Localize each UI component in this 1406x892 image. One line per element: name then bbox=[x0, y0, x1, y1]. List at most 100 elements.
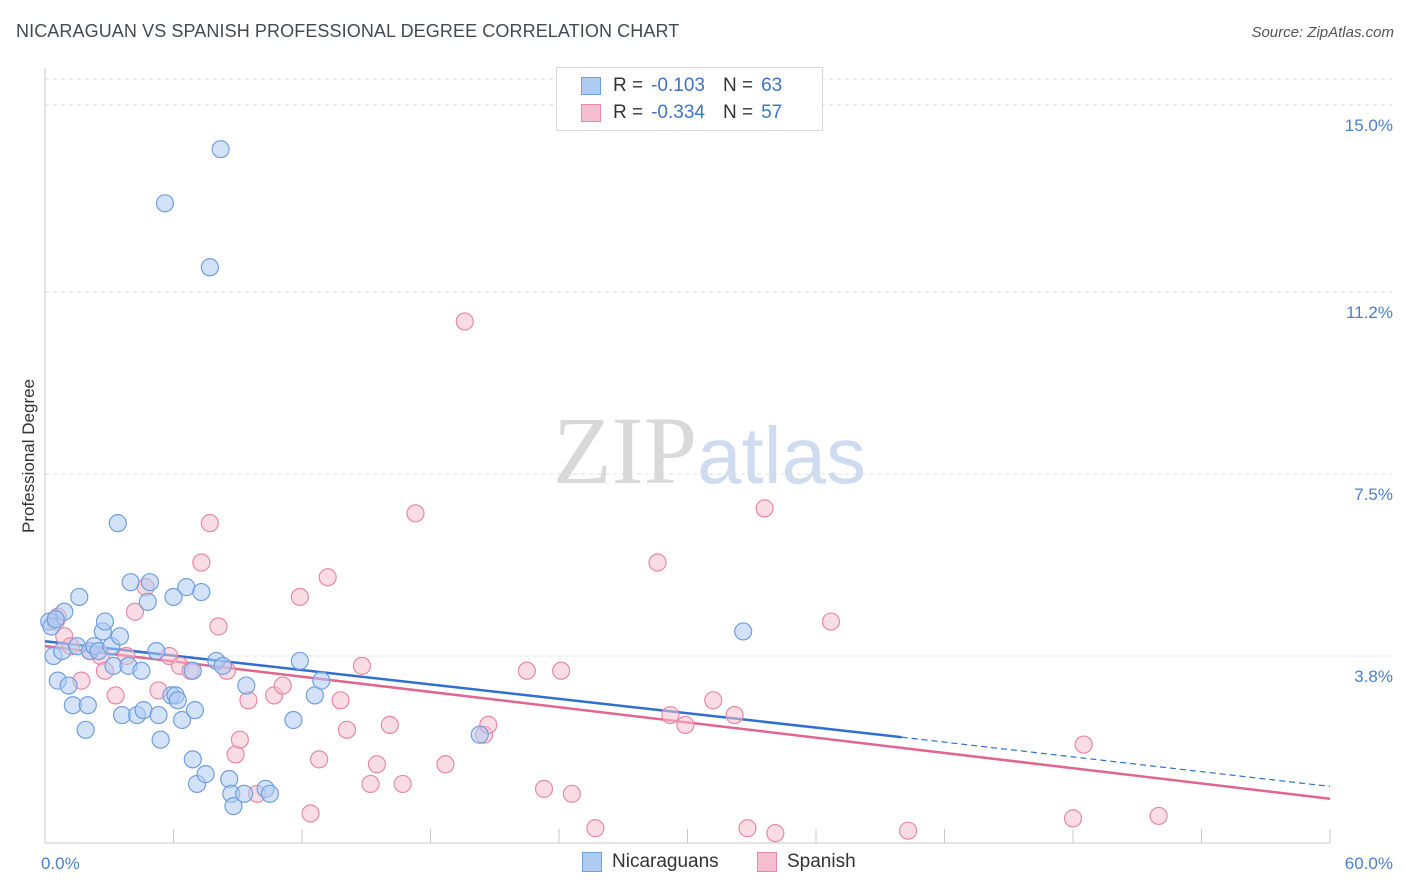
nicaraguan-point bbox=[290, 651, 309, 671]
gridlines bbox=[45, 78, 1392, 657]
chart-title: NICARAGUAN VS SPANISH PROFESSIONAL DEGRE… bbox=[16, 21, 680, 41]
y-tick-label: 7.5% bbox=[1354, 485, 1393, 504]
source-label: Source: ZipAtlas.com bbox=[1251, 24, 1394, 41]
spanish-point bbox=[310, 750, 329, 769]
nicaraguan-point bbox=[235, 784, 254, 803]
bottom-legend-spanish: Spanish bbox=[757, 851, 856, 873]
nicaraguan-point bbox=[183, 750, 202, 769]
nicaraguan-point bbox=[149, 705, 168, 725]
nicaraguan-point bbox=[284, 710, 303, 730]
spanish-point bbox=[676, 715, 695, 735]
bottom-legend-swatch-spanish bbox=[757, 852, 777, 872]
legend-n-label: N = bbox=[722, 75, 754, 96]
spanish-point bbox=[1063, 809, 1083, 828]
nicaraguan-point bbox=[224, 796, 243, 816]
legend-n-value-spanish: 57 bbox=[761, 102, 783, 123]
nicaraguan-point bbox=[134, 701, 153, 720]
spanish-point bbox=[290, 587, 309, 607]
legend-swatch-spanish bbox=[581, 104, 601, 122]
nicaraguan-point bbox=[151, 730, 170, 749]
spanish-point bbox=[661, 705, 680, 725]
spanish-point bbox=[586, 819, 605, 838]
spanish-point bbox=[209, 617, 228, 636]
nicaraguan-point bbox=[59, 676, 78, 695]
spanish-point bbox=[406, 504, 425, 523]
nicaraguan-point bbox=[470, 725, 489, 744]
nicaraguan-trend-extension bbox=[901, 736, 1331, 788]
nicaraguan-point bbox=[78, 696, 97, 715]
nicaraguan-point bbox=[237, 676, 256, 695]
nicaraguan-point bbox=[164, 587, 183, 607]
axes bbox=[44, 68, 1331, 844]
nicaraguan-point bbox=[185, 701, 205, 720]
nicaraguan-point bbox=[192, 582, 211, 602]
spanish-point bbox=[380, 715, 399, 735]
spanish-point bbox=[393, 774, 412, 794]
spanish-point bbox=[725, 705, 744, 725]
nicaraguan-point bbox=[138, 592, 157, 611]
spanish-point bbox=[192, 553, 211, 572]
spanish-point bbox=[436, 755, 455, 774]
nicaraguan-point bbox=[200, 258, 220, 277]
bottom-legend-label-spanish: Spanish bbox=[787, 851, 856, 872]
nicaraguan-point bbox=[213, 656, 232, 675]
data-points bbox=[40, 140, 1168, 843]
correlation-legend: R = -0.103 N = 63 R = -0.334 N = 57 bbox=[556, 67, 823, 131]
nicaraguan-point bbox=[312, 671, 331, 690]
spanish-point bbox=[361, 774, 380, 794]
legend-row-nicaraguans: R = -0.103 N = 63 bbox=[581, 73, 782, 99]
spanish-point bbox=[455, 312, 474, 331]
spanish-point bbox=[337, 720, 357, 739]
nicaraguan-point bbox=[70, 587, 89, 607]
legend-r-value-nicaraguans: -0.103 bbox=[651, 75, 705, 96]
spanish-point bbox=[318, 568, 337, 587]
nicaraguan-point bbox=[110, 627, 130, 646]
spanish-point bbox=[200, 514, 220, 533]
nicaraguan-point bbox=[172, 710, 192, 730]
spanish-point bbox=[125, 602, 145, 621]
nicaraguan-point bbox=[121, 573, 140, 592]
legend-r-label: R = bbox=[613, 102, 644, 123]
spanish-point bbox=[301, 804, 320, 823]
spanish-point bbox=[517, 661, 536, 680]
spanish-point bbox=[648, 553, 667, 572]
nicaraguan-point bbox=[211, 140, 230, 159]
spanish-point bbox=[898, 821, 918, 840]
spanish-point bbox=[273, 676, 292, 695]
x-tick-label: 0.0% bbox=[41, 854, 80, 873]
spanish-point bbox=[1149, 806, 1168, 826]
tick-labels: 3.8% 7.5% 11.2% 15.0% 0.0% 60.0% bbox=[41, 116, 1393, 873]
nicaraguan-point bbox=[183, 661, 202, 680]
nicaraguan-trend-line bbox=[44, 640, 902, 739]
spanish-point bbox=[1074, 735, 1093, 754]
bottom-legend-label-nicaraguans: Nicaraguans bbox=[612, 851, 719, 872]
spanish-point bbox=[738, 819, 757, 838]
legend-n-label: N = bbox=[722, 102, 754, 123]
spanish-point bbox=[552, 661, 571, 680]
nicaraguan-point bbox=[95, 612, 115, 631]
nicaraguan-point bbox=[168, 691, 187, 710]
y-tick-label: 15.0% bbox=[1345, 116, 1393, 135]
nicaraguan-point bbox=[196, 765, 215, 784]
nicaraguan-point bbox=[108, 514, 127, 533]
x-tick-label: 60.0% bbox=[1345, 854, 1393, 873]
legend-r-value-spanish: -0.334 bbox=[651, 102, 705, 123]
nicaraguan-point bbox=[147, 641, 166, 661]
bottom-legend-swatch-nicaraguans bbox=[582, 852, 602, 872]
legend-n-value-nicaraguans: 63 bbox=[761, 75, 783, 96]
spanish-point bbox=[230, 730, 249, 749]
legend-r-label: R = bbox=[613, 75, 644, 96]
spanish-point bbox=[755, 499, 774, 518]
nicaraguan-point bbox=[734, 622, 753, 641]
nicaraguan-point bbox=[132, 661, 151, 680]
spanish-point bbox=[106, 686, 125, 705]
spanish-point bbox=[367, 755, 387, 774]
nicaraguan-point bbox=[53, 641, 72, 661]
spanish-point bbox=[331, 691, 350, 710]
y-tick-label: 3.8% bbox=[1354, 667, 1393, 686]
spanish-point bbox=[534, 779, 554, 798]
y-tick-label: 11.2% bbox=[1346, 303, 1393, 322]
nicaraguan-point bbox=[155, 194, 175, 213]
spanish-point bbox=[766, 824, 785, 843]
